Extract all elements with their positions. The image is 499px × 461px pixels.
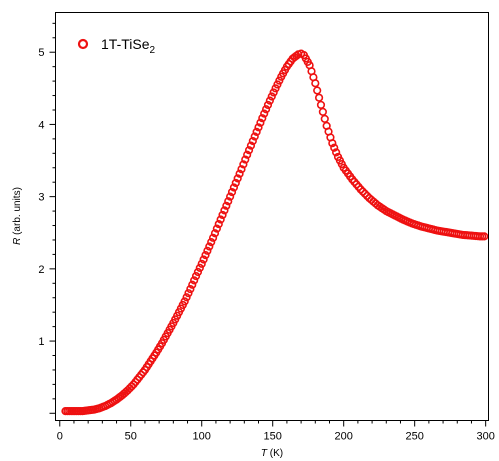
data-point (214, 219, 223, 229)
data-point (330, 143, 339, 152)
data-point (218, 210, 227, 220)
y-tick-label: 4 (38, 119, 44, 131)
data-point (316, 100, 326, 110)
x-tick-label: 300 (476, 431, 494, 443)
data-point (320, 114, 329, 123)
x-tick-label: 150 (264, 431, 282, 443)
data-point (358, 187, 367, 196)
data-point (201, 251, 210, 260)
data-point (275, 76, 284, 85)
data-point (248, 136, 257, 146)
data-point (193, 267, 203, 277)
data-point (261, 105, 271, 114)
data-point (184, 289, 193, 298)
data-point (226, 192, 235, 201)
y-tick-label: 2 (38, 264, 44, 276)
data-point (241, 155, 250, 164)
data-point (256, 118, 265, 127)
y-axis-label: R (arb. units) (12, 187, 23, 245)
data-point (269, 88, 278, 97)
data-point (237, 165, 246, 174)
data-point (332, 148, 341, 157)
data-point (191, 271, 201, 281)
data-point (212, 224, 221, 233)
data-point (182, 293, 191, 302)
data-point (265, 96, 274, 105)
x-tick-labels: 0 50 100 150 200 250 300 (57, 431, 495, 443)
data-point (311, 79, 320, 88)
data-point (243, 150, 252, 159)
data-point (244, 146, 254, 155)
data-point (314, 93, 324, 102)
data-point (252, 127, 261, 136)
data-point (231, 178, 240, 188)
data-point (480, 232, 489, 241)
data-point (195, 263, 204, 272)
data-point (313, 86, 322, 95)
data-point (292, 51, 301, 60)
data-point (258, 114, 267, 123)
data-point (205, 242, 214, 251)
data-point (188, 280, 197, 289)
data-point (190, 276, 199, 285)
x-tick-label: 0 (57, 431, 63, 443)
x-tick-label: 50 (125, 431, 137, 443)
x-tick-label: 200 (335, 431, 353, 443)
y-tick-label: 3 (38, 192, 44, 204)
data-point (224, 197, 233, 206)
data-point (273, 80, 282, 89)
data-point (318, 107, 327, 117)
x-axis-label: T (K) (261, 448, 283, 459)
data-point (180, 297, 189, 306)
x-tick-label: 100 (193, 431, 211, 443)
legend-label: 1T-TiSe2 (101, 36, 156, 56)
major-ticks (49, 51, 487, 427)
data-point (356, 185, 365, 194)
plot-frame (55, 12, 489, 421)
data-point (246, 141, 256, 150)
data-point (229, 183, 239, 192)
data-point (220, 206, 229, 215)
y-tick-label: 1 (38, 336, 44, 348)
data-points (61, 49, 489, 416)
legend-marker (77, 38, 89, 50)
data-point (199, 255, 208, 264)
data-point (263, 100, 273, 110)
data-point (235, 169, 244, 178)
data-point (227, 187, 237, 197)
data-point (222, 201, 231, 210)
data-point (210, 229, 220, 238)
data-point (254, 123, 263, 132)
data-point (239, 160, 248, 169)
data-point (250, 132, 259, 141)
x-tick-label: 250 (405, 431, 423, 443)
data-point (328, 139, 337, 148)
data-point (260, 109, 269, 118)
data-point (186, 284, 195, 294)
legend: 1T-TiSe2 (77, 36, 156, 56)
data-point (267, 92, 276, 101)
y-tick-labels: 1 2 3 4 5 (38, 47, 44, 348)
data-point (197, 259, 206, 268)
data-point (233, 174, 242, 183)
data-point (271, 84, 280, 93)
data-point (360, 189, 370, 198)
y-tick-label: 5 (38, 47, 44, 59)
data-point (207, 238, 216, 247)
data-point (208, 233, 218, 242)
data-point (203, 246, 212, 255)
data-point (216, 215, 225, 224)
